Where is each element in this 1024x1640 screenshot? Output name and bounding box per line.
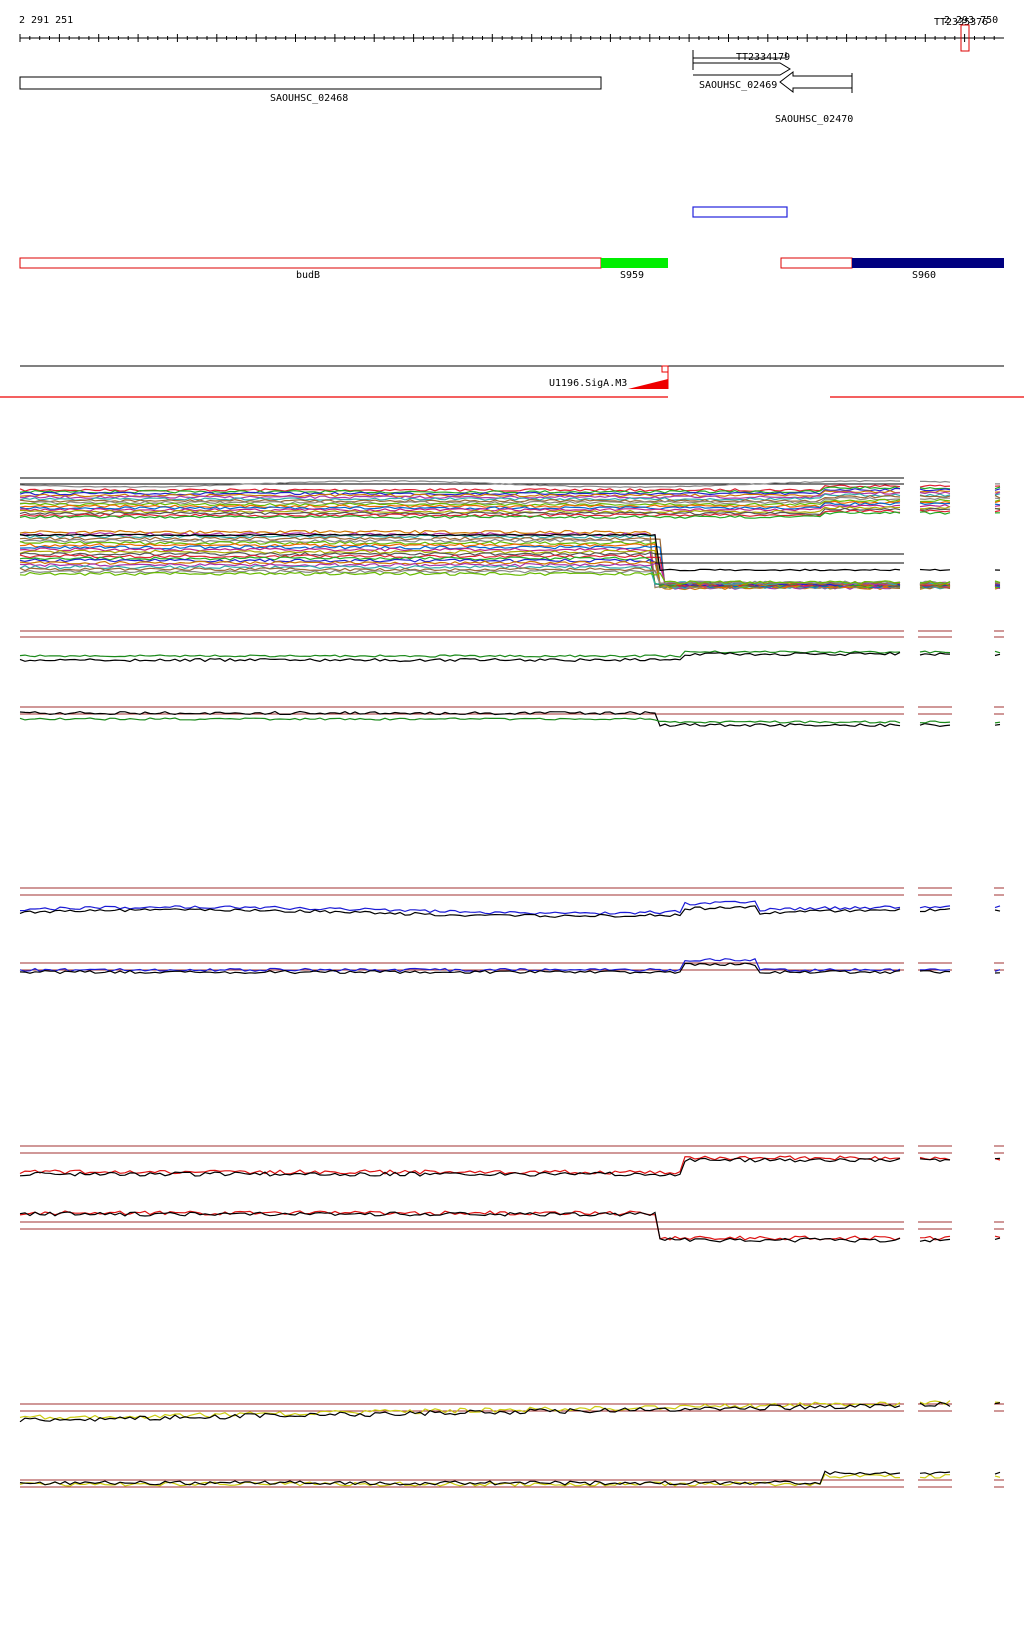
ruler-start-label: 2 291 251 [19, 15, 73, 26]
expression-curve-panel1 [19, 496, 1001, 505]
blue-feature-box[interactable] [692, 206, 788, 218]
expression-curve-black [19, 1470, 1001, 1486]
expression-curve-green [19, 717, 1001, 724]
expression-curve-blue [19, 958, 1001, 973]
expression-curve-black [19, 962, 1001, 975]
segment-budb-label: budB [296, 270, 320, 281]
ruler-ticks [19, 34, 995, 42]
expression-curve-panel1 [19, 507, 1001, 516]
expression-curve-panel1 [19, 498, 1001, 507]
expression-curve-black [19, 1157, 1001, 1177]
expression-curve-black [19, 905, 1001, 918]
gene-saouhsc-02468-label: SAOUHSC_02468 [270, 93, 348, 104]
promoter-label: U1196.SigA.M3 [549, 378, 627, 389]
expression-curve-panel1 [19, 511, 1001, 519]
expression-curve-yellow [19, 1400, 1001, 1421]
expression-curve-green [19, 650, 1001, 658]
expression-curve-panel1 [19, 491, 1001, 500]
expression-curve-black [19, 1401, 1001, 1423]
promoter-marker[interactable] [661, 365, 669, 373]
promoter-triangle[interactable] [628, 379, 668, 389]
expression-curve-black [19, 651, 1001, 663]
gene-track: SAOUHSC_02468 TT2334179 SAOUHSC_02469 SA… [19, 50, 853, 125]
expression-curve-black [19, 1211, 1001, 1243]
expression-tracks [19, 477, 1004, 1488]
terminator-mid-marker[interactable] [692, 50, 787, 70]
expression-curve-panel1 [19, 569, 1001, 585]
segment-budb[interactable] [19, 257, 602, 269]
expression-curve-red [19, 1155, 1001, 1175]
gene-saouhsc-02470-label: SAOUHSC_02470 [775, 114, 853, 125]
terminator-mid-label: TT2334179 [736, 52, 790, 63]
segment-red-outline-right[interactable] [780, 257, 853, 269]
gene-saouhsc-02468[interactable] [19, 76, 602, 90]
segment-s959-label: S959 [620, 270, 644, 281]
segment-s959[interactable] [601, 258, 668, 268]
coordinate-ruler: 2 291 251 2 293 750 TT2335376 [19, 15, 1004, 52]
expression-curve-red [19, 1210, 1001, 1241]
ruler-end-label: 2 293 750 [944, 15, 998, 26]
gene-saouhsc-02469-label: SAOUHSC_02469 [699, 80, 777, 91]
expression-curve-panel1 [19, 487, 1001, 496]
expression-curve-panel1 [19, 533, 1001, 572]
segment-s960[interactable] [852, 258, 1004, 268]
expression-curve-yellow [19, 1473, 1001, 1487]
promoter-track: U1196.SigA.M3 [0, 365, 1024, 398]
expression-curve-panel1 [19, 479, 1000, 489]
expression-curve-black [19, 710, 1001, 728]
expression-curve-panel1 [19, 571, 1001, 585]
gene-saouhsc-02470[interactable] [779, 70, 853, 94]
gene-saouhsc-02469[interactable] [693, 62, 791, 76]
segment-s960-label: S960 [912, 270, 936, 281]
expression-curve-blue [19, 900, 1001, 915]
expression-curve-panel1 [19, 504, 1001, 512]
segment-track: budB S959 S960 [19, 257, 1004, 281]
terminator-marker[interactable] [960, 24, 970, 52]
ruler-terminator-label: TT2335376 [934, 17, 988, 28]
